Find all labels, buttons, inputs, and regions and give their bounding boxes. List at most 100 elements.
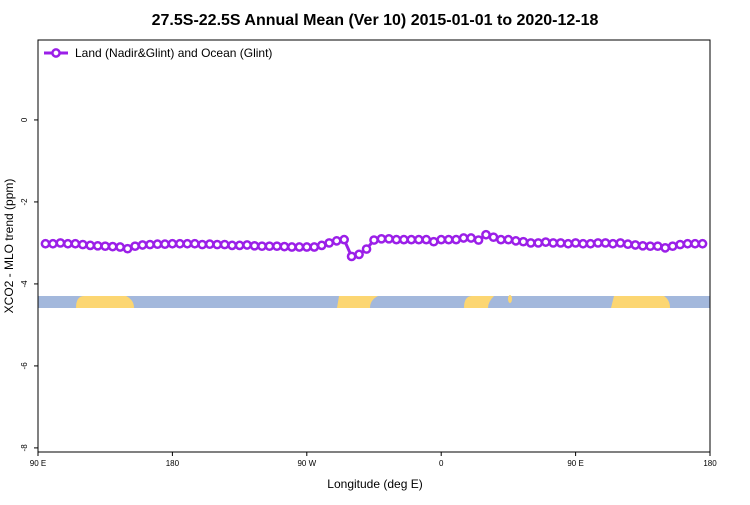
data-point — [540, 237, 551, 247]
data-point — [451, 234, 461, 245]
x-tick-label: 180 — [166, 459, 180, 468]
data-point — [264, 241, 275, 252]
data-point — [257, 241, 267, 252]
y-axis-label: XCO2 - MLO trend (ppm) — [2, 179, 16, 314]
data-point — [585, 238, 596, 249]
y-tick-label: -2 — [20, 198, 29, 206]
data-point — [406, 234, 417, 245]
x-tick-label: 90 W — [297, 459, 316, 468]
data-point — [63, 238, 73, 249]
data-point — [152, 239, 163, 250]
data-point — [234, 240, 245, 251]
data-point — [272, 241, 282, 252]
data-point — [55, 238, 66, 248]
plot-frame — [37, 39, 711, 453]
ocean-strip — [38, 296, 710, 308]
data-point — [77, 239, 88, 250]
data-point — [189, 238, 200, 249]
data-point — [473, 235, 484, 245]
data-point — [615, 238, 626, 248]
data-point — [630, 240, 641, 250]
data-point — [137, 240, 148, 250]
data-point — [212, 239, 223, 250]
data-point — [339, 234, 349, 245]
land-patch — [611, 296, 670, 308]
data-point — [608, 238, 618, 249]
data-point — [130, 241, 140, 252]
data-point — [428, 236, 439, 247]
data-point — [511, 236, 521, 246]
data-point — [242, 240, 252, 250]
data-point — [107, 241, 118, 252]
data-point — [645, 241, 656, 252]
data-point — [316, 240, 327, 251]
data-point — [555, 238, 566, 248]
y-tick-label: -8 — [20, 444, 29, 452]
y-tick-label: -6 — [20, 362, 29, 370]
data-point — [697, 238, 708, 249]
data-point — [85, 240, 96, 251]
data-point — [563, 238, 573, 249]
data-point — [481, 229, 491, 240]
data-point — [525, 238, 536, 248]
x-tick-label: 0 — [439, 459, 444, 468]
data-point — [458, 233, 469, 243]
data-point — [48, 238, 58, 249]
data-point — [346, 251, 357, 262]
data-point — [518, 236, 529, 247]
legend-label: Land (Nadir&Glint) and Ocean (Glint) — [75, 46, 272, 60]
data-point — [623, 239, 633, 250]
data-point — [361, 244, 372, 254]
data-point — [548, 238, 559, 248]
data-point — [279, 241, 290, 252]
data-point — [167, 238, 178, 249]
data-point — [652, 241, 663, 252]
data-point — [122, 243, 133, 254]
data-point — [219, 239, 230, 250]
data-point — [145, 239, 155, 250]
data-point — [301, 242, 312, 252]
data-point — [92, 240, 103, 251]
data-point — [294, 242, 305, 252]
data-point — [600, 238, 611, 248]
data-point — [70, 238, 81, 249]
data-point — [369, 235, 379, 245]
data-point — [309, 242, 320, 252]
legend-marker — [51, 48, 61, 58]
data-point — [40, 238, 51, 249]
data-point — [249, 240, 260, 251]
x-tick-label: 90 E — [30, 459, 46, 468]
data-point — [690, 238, 700, 249]
land-patch — [76, 296, 134, 308]
data-point — [637, 240, 648, 251]
data-point — [533, 238, 544, 248]
chart-title: 27.5S-22.5S Annual Mean (Ver 10) 2015-01… — [152, 12, 599, 29]
data-point — [667, 241, 678, 252]
data-point — [100, 241, 111, 252]
data-point — [660, 242, 671, 253]
data-point — [182, 238, 193, 249]
data-point — [115, 242, 125, 252]
data-point — [331, 236, 342, 246]
data-point — [324, 238, 335, 248]
data-point — [593, 238, 603, 248]
data-point — [421, 234, 432, 245]
data-point — [354, 249, 364, 260]
x-tick-label: 180 — [703, 459, 717, 468]
land-patch — [464, 296, 494, 308]
data-point — [391, 234, 402, 245]
data-point — [376, 233, 387, 244]
data-point — [160, 239, 170, 250]
data-point — [496, 234, 506, 245]
data-point — [443, 234, 454, 245]
x-tick-label: 90 E — [567, 459, 583, 468]
data-point — [175, 238, 185, 249]
data-point — [384, 233, 394, 244]
data-point — [227, 240, 237, 251]
y-tick-label: -4 — [20, 280, 29, 288]
data-point — [570, 238, 581, 248]
land-patch — [337, 296, 378, 308]
data-point — [399, 234, 409, 245]
data-point — [675, 239, 685, 250]
